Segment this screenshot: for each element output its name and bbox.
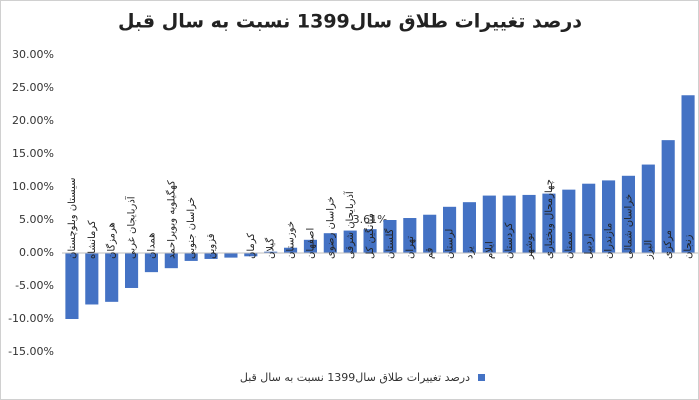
x-tick-label: سمنان <box>564 231 575 259</box>
x-tick-label: آذربایجان غربی <box>125 195 138 259</box>
y-tick-label: 15.00% <box>12 147 54 160</box>
x-tick-label: کردستان <box>504 222 515 259</box>
x-tick-label: خراسان شمالی <box>623 194 634 259</box>
y-tick-label: -10.00% <box>8 312 54 325</box>
bar <box>105 253 119 302</box>
y-tick-label: 25.00% <box>12 81 54 94</box>
bar <box>85 253 99 305</box>
bar <box>244 253 258 257</box>
bar <box>482 195 496 253</box>
bar <box>224 253 238 258</box>
x-tick-label: کرمان <box>246 233 257 259</box>
y-tick-label: 20.00% <box>12 114 54 127</box>
bar <box>184 253 198 261</box>
x-tick-label: خراسان رضوی <box>325 196 336 259</box>
x-tick-label: کهگیلویه وبویراحمد <box>165 180 177 259</box>
bar <box>65 253 79 319</box>
x-tick-label: خراسان جنوبی <box>186 197 197 259</box>
x-tick-label: لرستان <box>445 229 456 259</box>
bar <box>303 239 317 253</box>
bar <box>462 202 476 253</box>
y-tick-label: -5.00% <box>15 279 54 292</box>
x-tick-label: میانگین کل <box>364 213 376 259</box>
x-tick-label: گیلان <box>265 238 277 259</box>
x-tick-label: مازندران <box>604 223 615 259</box>
bar <box>681 95 695 253</box>
x-tick-label: هرمزگان <box>106 222 118 259</box>
bar <box>542 193 556 253</box>
x-tick-label: سیستان وبلوچستان <box>67 177 78 259</box>
bar <box>522 194 536 253</box>
x-tick-label: چهارمحال وبختیاری <box>544 179 555 259</box>
bar <box>661 140 675 253</box>
y-tick-label: -15.00% <box>8 345 54 358</box>
bar <box>125 253 139 288</box>
x-tick-label: البرز <box>643 240 654 260</box>
bar <box>423 214 437 253</box>
y-tick-label: 30.00% <box>12 48 54 61</box>
value-label: 3.61% <box>353 213 388 226</box>
x-tick-label: آذربایجان شرقی <box>343 190 356 259</box>
bar <box>602 180 616 253</box>
bar <box>641 164 655 253</box>
bar <box>144 253 158 273</box>
bar <box>284 247 298 253</box>
legend-label: درصد تغییرات طلاق سال1399 نسبت به سال قب… <box>240 371 470 384</box>
x-tick-label: خوزستان <box>286 221 297 259</box>
x-tick-label: مرکزی <box>663 230 674 259</box>
bar <box>562 189 576 253</box>
y-tick-label: 0.00% <box>19 246 54 259</box>
y-tick-label: 5.00% <box>19 213 54 226</box>
x-tick-label: قزوین <box>206 233 217 259</box>
chart-title: درصد تغییرات طلاق سال1399 نسبت به سال قب… <box>118 11 582 33</box>
x-tick-label: یزد <box>464 246 475 259</box>
bar <box>443 206 457 253</box>
bar <box>502 195 516 253</box>
bar <box>204 253 218 259</box>
bar <box>343 230 357 253</box>
bar <box>403 218 417 253</box>
x-tick-label: اردبیل <box>584 234 595 259</box>
bar <box>363 229 377 253</box>
x-tick-label: گلستان <box>384 228 396 259</box>
x-tick-label: تهران <box>405 236 416 259</box>
bar <box>383 220 397 253</box>
x-tick-label: اصفهان <box>305 228 316 259</box>
x-tick-label: کرمانشاه <box>87 220 98 259</box>
y-tick-label: 10.00% <box>12 180 54 193</box>
bar <box>323 233 337 253</box>
x-tick-label: زنجان <box>683 234 694 259</box>
bar <box>621 175 635 253</box>
x-tick-label: همدان <box>146 233 157 259</box>
x-tick-label: قم <box>425 247 436 259</box>
bar <box>582 183 596 253</box>
legend-swatch <box>478 374 485 381</box>
bar <box>264 251 278 253</box>
bar <box>164 253 178 269</box>
x-tick-label: بوشهر <box>524 233 535 260</box>
x-tick-label: ایلام <box>484 241 495 259</box>
